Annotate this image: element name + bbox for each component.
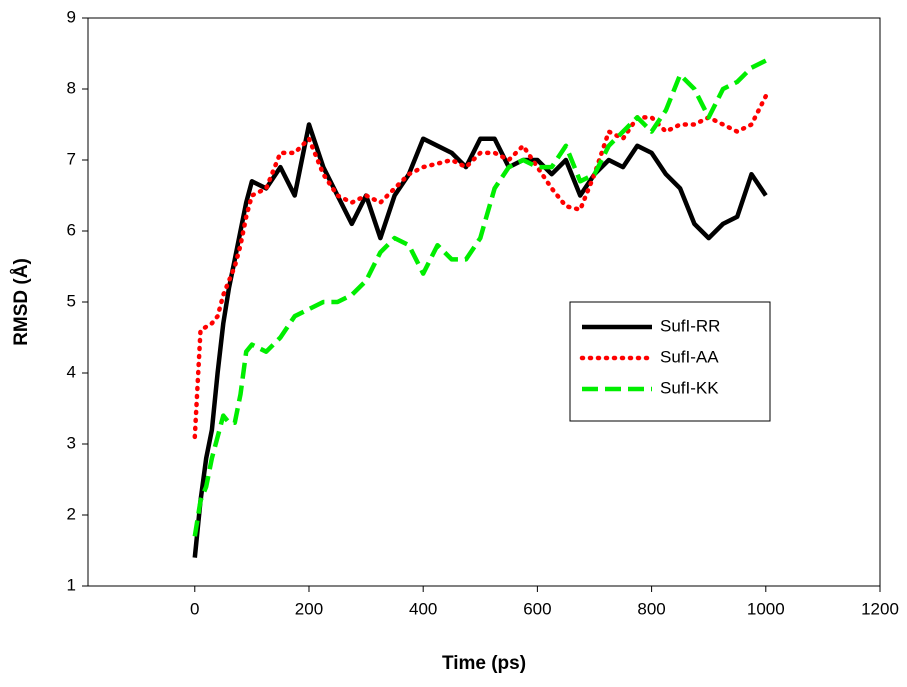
x-axis-label: Time (ps) <box>442 653 526 674</box>
y-tick-label: 5 <box>67 291 76 310</box>
x-tick-label: 800 <box>637 599 665 618</box>
series-line <box>192 58 767 537</box>
legend-label: SufI-KK <box>660 378 719 397</box>
x-tick-label: 400 <box>409 599 437 618</box>
x-tick-label: 600 <box>523 599 551 618</box>
x-tick-label: 200 <box>295 599 323 618</box>
y-tick-label: 6 <box>67 220 76 239</box>
legend-label: SufI-AA <box>660 347 719 366</box>
series-line <box>192 122 768 558</box>
x-tick-label: 1000 <box>747 599 785 618</box>
y-tick-label: 4 <box>67 362 76 381</box>
y-tick-label: 7 <box>67 149 76 168</box>
legend-label: SufI-RR <box>660 316 720 335</box>
y-axis-label: RMSD (Å) <box>11 258 32 346</box>
y-tick-label: 3 <box>67 433 76 452</box>
x-tick-label: 0 <box>190 599 199 618</box>
legend-box <box>569 301 771 422</box>
x-tick-label: 1200 <box>861 599 899 618</box>
y-tick-label: 8 <box>67 78 76 97</box>
y-tick-label: 9 <box>67 7 76 26</box>
y-tick-label: 1 <box>67 575 76 594</box>
y-tick-label: 2 <box>67 504 76 523</box>
